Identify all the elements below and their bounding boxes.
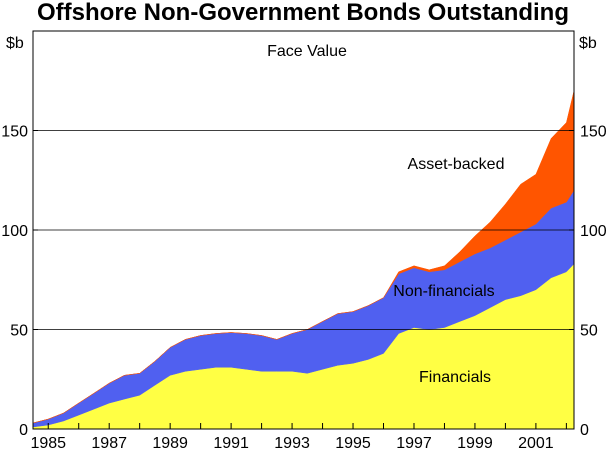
y-axis: 0 0 50 50 100 100 150 150 (1, 124, 607, 440)
y-tick-label-right: 150 (580, 124, 607, 141)
x-tick-label: 1991 (213, 435, 249, 452)
y-tick-label-right: 50 (580, 323, 598, 340)
series-label-non-financials: Non-financials (393, 283, 494, 300)
y-tick-label-right: 100 (580, 223, 607, 240)
y-tick-label-left: 150 (1, 124, 28, 141)
chart-subtitle: Face Value (267, 43, 347, 60)
x-tick-label: 1999 (457, 435, 493, 452)
x-tick-label: 2001 (518, 435, 554, 452)
stacked-areas (32, 90, 575, 430)
x-tick-label: 1989 (152, 435, 188, 452)
y-unit-left: $b (6, 35, 24, 52)
x-tick-label: 1985 (30, 435, 66, 452)
x-axis: 1985 1987 1989 1991 1993 1995 1997 1999 2001 (30, 423, 567, 452)
chart-title: Offshore Non-Government Bonds Outstandin… (37, 0, 569, 26)
series-label-asset-backed: Asset-backed (408, 156, 505, 173)
y-unit-right: $b (579, 35, 597, 52)
x-tick-label: 1993 (274, 435, 310, 452)
y-tick-label-left: 100 (1, 223, 28, 240)
x-tick-label: 1997 (396, 435, 432, 452)
gridlines (33, 130, 574, 330)
x-tick-label: 1995 (335, 435, 371, 452)
series-label-financials: Financials (419, 369, 491, 386)
y-tick-label-left: 50 (10, 323, 28, 340)
y-tick-label-left: 0 (19, 422, 28, 439)
x-tick-label: 1987 (91, 435, 127, 452)
y-tick-label-right: 0 (580, 422, 589, 439)
